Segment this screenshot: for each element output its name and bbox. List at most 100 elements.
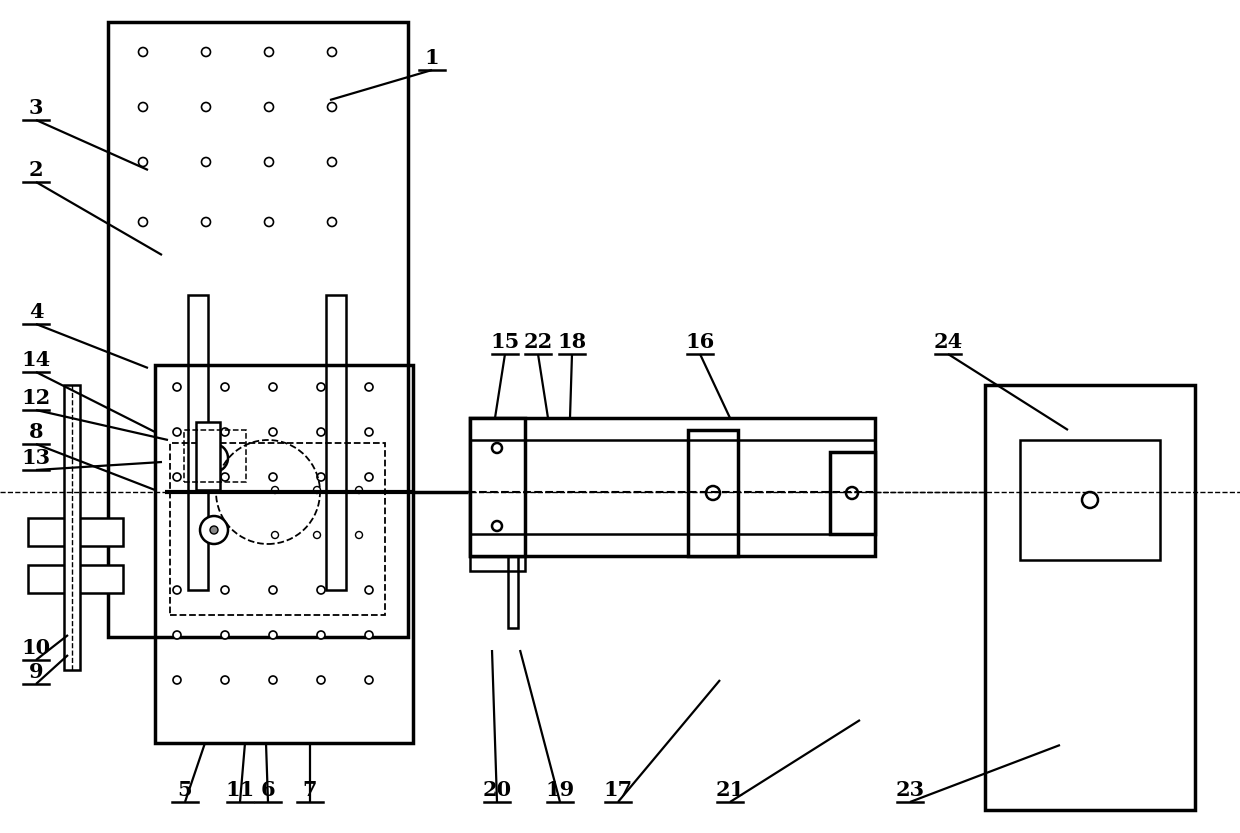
Text: 3: 3 <box>29 98 43 118</box>
Circle shape <box>327 157 336 167</box>
Circle shape <box>317 631 325 639</box>
Circle shape <box>139 217 148 227</box>
Bar <box>830 452 875 534</box>
Circle shape <box>272 486 279 493</box>
Circle shape <box>264 157 274 167</box>
Circle shape <box>706 486 720 500</box>
Circle shape <box>221 473 229 481</box>
Circle shape <box>174 586 181 594</box>
Circle shape <box>492 521 502 531</box>
Bar <box>508 556 518 628</box>
Circle shape <box>317 586 325 594</box>
Circle shape <box>327 102 336 112</box>
Bar <box>470 418 525 556</box>
Circle shape <box>365 631 373 639</box>
Text: 8: 8 <box>29 422 43 442</box>
Text: 19: 19 <box>546 780 574 800</box>
Circle shape <box>200 444 228 472</box>
Circle shape <box>327 47 336 57</box>
Circle shape <box>221 586 229 594</box>
Bar <box>184 430 246 482</box>
Circle shape <box>365 473 373 481</box>
Circle shape <box>201 47 211 57</box>
Circle shape <box>264 102 274 112</box>
Circle shape <box>201 217 211 227</box>
Circle shape <box>365 676 373 684</box>
Bar <box>188 295 208 590</box>
Circle shape <box>201 157 211 167</box>
Text: 9: 9 <box>29 662 43 682</box>
Bar <box>985 385 1195 810</box>
Text: 6: 6 <box>260 780 275 800</box>
Text: 18: 18 <box>558 332 587 352</box>
Circle shape <box>272 531 279 538</box>
Circle shape <box>174 428 181 436</box>
Bar <box>108 22 408 637</box>
Circle shape <box>327 217 336 227</box>
Bar <box>196 422 219 490</box>
Circle shape <box>174 383 181 391</box>
Text: 16: 16 <box>686 332 714 352</box>
Text: 5: 5 <box>177 780 192 800</box>
Text: 14: 14 <box>21 350 51 370</box>
Bar <box>326 295 346 590</box>
Bar <box>170 443 384 615</box>
Text: 24: 24 <box>934 332 962 352</box>
Circle shape <box>365 428 373 436</box>
Circle shape <box>269 383 277 391</box>
Circle shape <box>492 443 502 453</box>
Circle shape <box>356 486 362 493</box>
Text: 20: 20 <box>482 780 512 800</box>
Circle shape <box>365 586 373 594</box>
Text: 21: 21 <box>715 780 745 800</box>
Bar <box>470 418 875 556</box>
Text: 11: 11 <box>226 780 254 800</box>
Circle shape <box>269 428 277 436</box>
Text: 12: 12 <box>21 388 51 408</box>
Text: 13: 13 <box>21 448 51 468</box>
Circle shape <box>846 487 858 499</box>
Circle shape <box>139 157 148 167</box>
Text: 22: 22 <box>523 332 553 352</box>
Text: 7: 7 <box>303 780 317 800</box>
Text: 17: 17 <box>604 780 632 800</box>
Text: 2: 2 <box>29 160 43 180</box>
Text: 23: 23 <box>895 780 925 800</box>
Circle shape <box>317 383 325 391</box>
Circle shape <box>269 473 277 481</box>
Circle shape <box>356 531 362 538</box>
Circle shape <box>139 102 148 112</box>
Circle shape <box>317 428 325 436</box>
Circle shape <box>174 676 181 684</box>
Circle shape <box>1083 492 1097 508</box>
Circle shape <box>210 526 218 534</box>
Circle shape <box>200 516 228 544</box>
Circle shape <box>365 383 373 391</box>
Circle shape <box>221 631 229 639</box>
Bar <box>1021 440 1159 560</box>
Circle shape <box>264 47 274 57</box>
Circle shape <box>221 676 229 684</box>
Bar <box>29 565 123 593</box>
Circle shape <box>269 631 277 639</box>
Text: 15: 15 <box>490 332 520 352</box>
Text: 10: 10 <box>21 638 51 658</box>
Bar <box>155 365 413 743</box>
Circle shape <box>221 383 229 391</box>
Circle shape <box>221 428 229 436</box>
Circle shape <box>174 473 181 481</box>
Circle shape <box>317 676 325 684</box>
Circle shape <box>174 631 181 639</box>
Circle shape <box>201 102 211 112</box>
Circle shape <box>314 531 320 538</box>
Bar <box>470 556 525 571</box>
Circle shape <box>269 676 277 684</box>
Circle shape <box>210 454 218 462</box>
Text: 4: 4 <box>29 302 43 322</box>
Bar <box>64 385 81 670</box>
Text: 1: 1 <box>424 48 439 68</box>
Bar <box>688 430 738 556</box>
Circle shape <box>264 217 274 227</box>
Circle shape <box>314 486 320 493</box>
Circle shape <box>317 473 325 481</box>
